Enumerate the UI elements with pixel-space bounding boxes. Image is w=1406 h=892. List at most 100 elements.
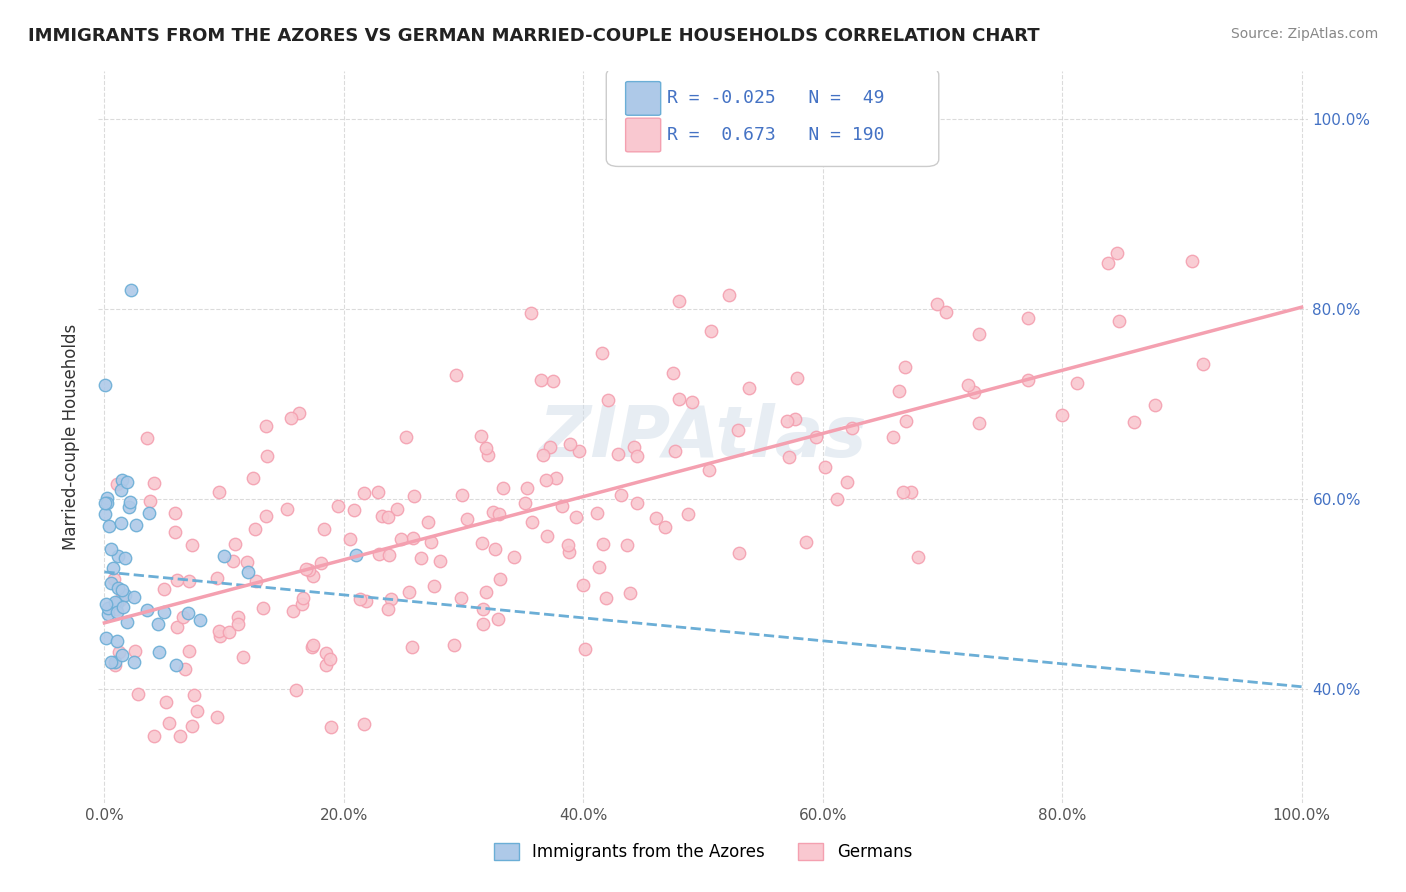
Text: Source: ZipAtlas.com: Source: ZipAtlas.com	[1230, 27, 1378, 41]
Point	[186, 704, 208, 718]
Point	[105, 477, 128, 491]
Point	[543, 374, 565, 388]
Point	[107, 581, 129, 595]
Point	[177, 574, 200, 588]
Point	[668, 294, 690, 309]
Point	[626, 496, 648, 510]
Point	[1144, 398, 1167, 412]
Point	[104, 656, 127, 670]
Point	[136, 603, 159, 617]
Point	[344, 548, 367, 562]
Point	[967, 416, 990, 430]
Point	[456, 512, 478, 526]
Point	[1050, 408, 1073, 422]
Point	[285, 683, 308, 698]
Point	[110, 483, 132, 498]
Point	[94, 632, 117, 646]
Point	[894, 414, 917, 428]
Point	[371, 509, 394, 524]
Point	[283, 604, 305, 618]
Point	[96, 495, 118, 509]
Point	[492, 481, 515, 495]
Point	[398, 585, 420, 599]
Point	[124, 590, 146, 604]
Point	[235, 555, 257, 569]
Point	[124, 644, 146, 658]
Point	[188, 613, 211, 627]
Point	[472, 601, 495, 615]
Point	[125, 517, 148, 532]
Point	[315, 646, 337, 660]
Point	[477, 448, 499, 462]
Text: R = -0.025   N =  49: R = -0.025 N = 49	[666, 89, 884, 107]
Point	[385, 502, 408, 516]
Point	[389, 532, 412, 546]
Point	[378, 548, 401, 562]
Point	[1108, 313, 1130, 327]
Point	[166, 620, 188, 634]
Point	[515, 496, 537, 510]
Point	[105, 634, 128, 648]
Point	[222, 554, 245, 568]
Point	[368, 547, 391, 561]
Point	[668, 392, 690, 407]
Point	[100, 655, 122, 669]
Point	[280, 410, 302, 425]
Point	[120, 495, 142, 509]
Legend: Immigrants from the Azores, Germans: Immigrants from the Azores, Germans	[488, 836, 918, 868]
Point	[925, 297, 948, 311]
Point	[935, 305, 957, 319]
Point	[1017, 310, 1039, 325]
Point	[115, 615, 138, 629]
Point	[328, 499, 350, 513]
Point	[172, 610, 194, 624]
Point	[301, 640, 323, 654]
Point	[212, 549, 235, 564]
Point	[104, 602, 127, 616]
Point	[956, 378, 979, 392]
Point	[100, 541, 122, 556]
Point	[662, 366, 685, 380]
Text: ZIPAtlas: ZIPAtlas	[538, 402, 868, 472]
Point	[218, 624, 240, 639]
Point	[574, 642, 596, 657]
Point	[111, 583, 134, 598]
Point	[482, 505, 505, 519]
Point	[224, 537, 246, 551]
Point	[256, 449, 278, 463]
Point	[520, 516, 543, 530]
Point	[105, 605, 128, 619]
Point	[1066, 376, 1088, 390]
Point	[366, 484, 388, 499]
Point	[592, 537, 614, 551]
Point	[395, 429, 418, 443]
Point	[138, 506, 160, 520]
Point	[254, 419, 277, 434]
Point	[778, 450, 800, 464]
Point	[292, 591, 315, 605]
Point	[100, 576, 122, 591]
Point	[531, 449, 554, 463]
FancyBboxPatch shape	[606, 68, 939, 167]
Point	[1107, 246, 1129, 260]
Point	[97, 601, 120, 615]
Point	[107, 549, 129, 564]
Point	[557, 538, 579, 552]
Point	[894, 360, 917, 375]
Point	[110, 516, 132, 530]
Point	[835, 475, 858, 490]
Point	[610, 488, 633, 502]
Point	[402, 532, 425, 546]
Point	[94, 377, 117, 392]
Point	[141, 871, 163, 886]
Point	[315, 658, 337, 673]
Point	[484, 542, 506, 557]
Point	[232, 650, 254, 665]
Point	[180, 719, 202, 733]
Point	[174, 662, 197, 676]
Point	[165, 657, 187, 672]
Point	[474, 441, 496, 455]
Point	[727, 423, 749, 437]
Point	[114, 588, 136, 602]
Point	[887, 384, 910, 398]
